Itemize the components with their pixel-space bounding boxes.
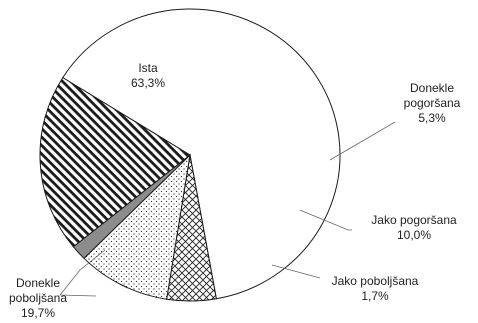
slice-label: Donekle poboljšana 19,7% bbox=[9, 276, 67, 320]
slice-label: Jako pogoršana 10,0% bbox=[371, 213, 457, 242]
leader-line bbox=[299, 209, 352, 231]
pie-slice-jako-pogor-ana bbox=[83, 153, 191, 300]
slice-label-name: Jako poboljšana bbox=[332, 274, 419, 288]
slice-label-percent: 5,3% bbox=[418, 111, 446, 125]
slice-label: Donekle pogoršana 5,3% bbox=[404, 81, 461, 125]
leader-line bbox=[59, 249, 106, 297]
slice-label-percent: 10,0% bbox=[397, 228, 431, 242]
pie-slice-donekle-pobolj-ana bbox=[39, 76, 191, 248]
leader-line bbox=[271, 264, 321, 279]
slice-label-name: poboljšana bbox=[9, 291, 67, 305]
slice-label: Jako poboljšana 1,7% bbox=[332, 274, 419, 303]
slice-label-percent: 19,7% bbox=[21, 306, 55, 320]
slice-label-percent: 63,3% bbox=[131, 76, 165, 90]
slice-label-percent: 1,7% bbox=[361, 289, 389, 303]
slice-label-name: Donekle bbox=[16, 276, 60, 290]
slice-label-name: Donekle bbox=[410, 81, 454, 95]
pie-slice-ista bbox=[62, 8, 341, 300]
slice-label-name: Jako pogoršana bbox=[371, 213, 457, 227]
slice-label: Ista 63,3% bbox=[131, 61, 165, 90]
leader-line bbox=[329, 121, 396, 161]
slice-label-name: pogoršana bbox=[404, 96, 461, 110]
slice-label-name: Ista bbox=[138, 61, 158, 75]
